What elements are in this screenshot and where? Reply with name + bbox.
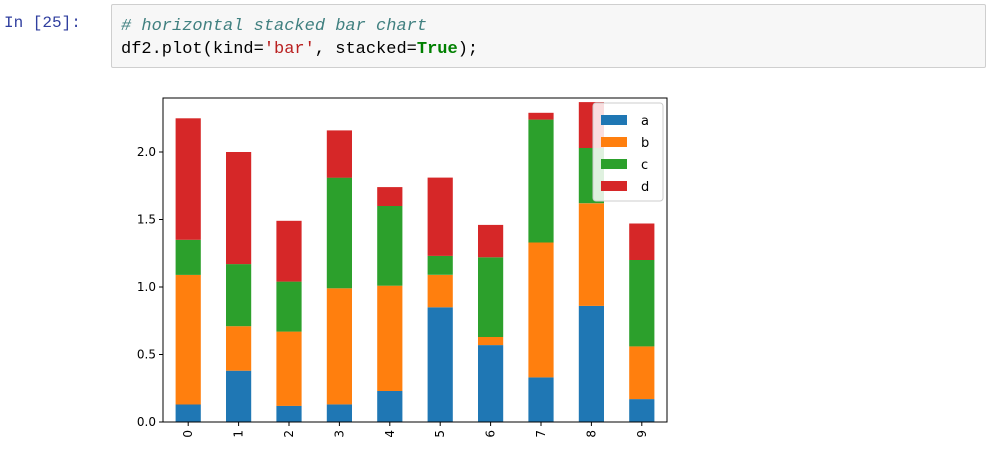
code-line: df2.plot(kind='bar', stacked=True); bbox=[121, 38, 985, 61]
bar-4-c bbox=[377, 206, 403, 286]
bar-1-a bbox=[226, 370, 252, 422]
bar-6-c bbox=[478, 257, 504, 337]
x-tick-label: 2 bbox=[282, 430, 296, 438]
bar-3-d bbox=[326, 130, 352, 178]
bar-8-b bbox=[578, 203, 604, 306]
x-tick-label: 6 bbox=[484, 430, 498, 438]
x-tick-label: 9 bbox=[635, 430, 649, 438]
bar-3-b bbox=[326, 288, 352, 405]
bar-5-d bbox=[427, 177, 453, 256]
bar-2-b bbox=[276, 331, 302, 406]
bar-3-c bbox=[326, 177, 352, 289]
cell-output: 0 1 2 3 4 5 6 7 8 9 0.0 0.5 1.0 1.5 2.0 a b c d bbox=[111, 88, 731, 450]
bar-5-c bbox=[427, 255, 453, 275]
code-suffix: ); bbox=[457, 40, 479, 59]
bar-2-c bbox=[276, 281, 302, 332]
bar-0-b bbox=[175, 274, 201, 405]
legend-label-b: b bbox=[641, 136, 649, 151]
bar-4-a bbox=[377, 390, 403, 422]
y-tick-label: 0.0 bbox=[137, 415, 156, 429]
code-keyword-true: True bbox=[416, 40, 458, 59]
bar-4-d bbox=[377, 187, 403, 206]
code-string-bar: 'bar' bbox=[263, 40, 315, 59]
bar-1-d bbox=[226, 152, 252, 265]
bar-7-b bbox=[528, 242, 554, 378]
code-cell[interactable]: # horizontal stacked bar chart df2.plot(… bbox=[111, 4, 986, 68]
bar-9-c bbox=[629, 260, 655, 347]
x-tick-label: 5 bbox=[433, 430, 447, 438]
bar-2-a bbox=[276, 405, 302, 422]
bar-1-c bbox=[226, 264, 252, 327]
y-tick-label: 0.5 bbox=[137, 348, 156, 362]
bar-7-d bbox=[528, 112, 554, 120]
bar-9-b bbox=[629, 346, 655, 400]
x-tick-label: 8 bbox=[584, 430, 598, 438]
bar-6-d bbox=[478, 224, 504, 258]
bar-0-d bbox=[175, 118, 201, 240]
code-comment: # horizontal stacked bar chart bbox=[121, 17, 428, 36]
legend-swatch-b bbox=[601, 137, 627, 147]
bar-1-b bbox=[226, 326, 252, 371]
code-call-prefix: df2.plot(kind= bbox=[121, 40, 264, 59]
bar-0-a bbox=[175, 404, 201, 422]
legend-swatch-d bbox=[601, 181, 627, 191]
x-tick-label: 7 bbox=[534, 430, 548, 438]
y-tick-label: 2.0 bbox=[137, 145, 156, 159]
bar-7-a bbox=[528, 377, 554, 422]
x-tick-label: 0 bbox=[181, 430, 195, 438]
bar-0-c bbox=[175, 239, 201, 275]
legend-swatch-a bbox=[601, 115, 627, 125]
input-prompt: In [25]: bbox=[4, 14, 81, 32]
bar-8-a bbox=[578, 305, 604, 422]
legend-box bbox=[592, 102, 664, 202]
bar-6-b bbox=[478, 337, 504, 346]
legend-swatch-c bbox=[601, 159, 627, 169]
legend-label-d: d bbox=[641, 180, 649, 195]
code-mid: , stacked= bbox=[314, 40, 417, 59]
x-tick-label: 1 bbox=[232, 430, 246, 438]
y-tick-label: 1.5 bbox=[137, 213, 156, 227]
bar-5-b bbox=[427, 274, 453, 308]
plot-frame bbox=[162, 97, 668, 423]
bar-4-b bbox=[377, 285, 403, 391]
bar-9-a bbox=[629, 399, 655, 422]
bar-5-a bbox=[427, 307, 453, 423]
bar-6-a bbox=[478, 345, 504, 422]
bar-7-c bbox=[528, 119, 554, 243]
bar-9-d bbox=[629, 223, 655, 260]
y-tick-label: 1.0 bbox=[137, 280, 156, 294]
bar-2-d bbox=[276, 220, 302, 282]
legend-label-a: a bbox=[641, 114, 649, 129]
bar-3-a bbox=[326, 404, 352, 422]
legend-label-c: c bbox=[641, 158, 648, 173]
x-tick-label: 4 bbox=[383, 430, 397, 438]
x-tick-label: 3 bbox=[332, 430, 346, 438]
